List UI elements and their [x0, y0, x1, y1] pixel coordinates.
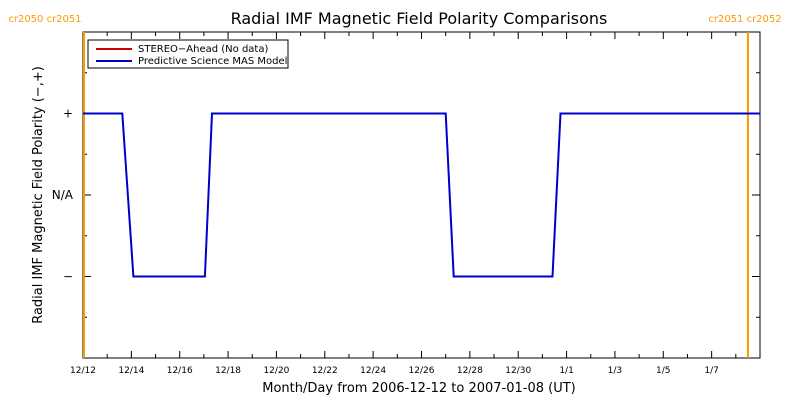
- legend: STEREO−Ahead (No data) Predictive Scienc…: [87, 39, 289, 69]
- x-tick-label: 12/30: [505, 366, 531, 376]
- x-tick-label: 12/26: [409, 366, 435, 376]
- x-tick-label: 12/28: [457, 366, 483, 376]
- x-tick-label: 12/20: [263, 366, 289, 376]
- x-axis-label: Month/Day from 2006-12-12 to 2007-01-08 …: [262, 381, 575, 396]
- y-axis: + N/A −: [52, 72, 760, 318]
- x-tick-label: 12/14: [118, 366, 144, 376]
- legend-label-stereo: STEREO−Ahead (No data): [138, 44, 268, 55]
- x-tick-label: 12/18: [215, 366, 241, 376]
- x-tick-label: 1/1: [559, 366, 573, 376]
- x-axis: 12/12 12/14 12/16 12/18 12/20 12/22 12/24 12/26…: [70, 32, 737, 376]
- y-tick-label: +: [63, 107, 73, 121]
- x-tick-label: 12/24: [360, 366, 386, 376]
- x-tick-label: 1/3: [608, 366, 622, 376]
- chart-title: Radial IMF Magnetic Field Polarity Compa…: [231, 9, 608, 28]
- y-tick-label: N/A: [52, 188, 74, 202]
- series-layer: [83, 112, 760, 278]
- x-tick-label: 12/16: [167, 366, 193, 376]
- series-line-mas: [83, 112, 760, 278]
- x-tick-label: 1/7: [704, 366, 718, 376]
- y-tick-label: −: [63, 270, 73, 284]
- marker-labels: cr2050 cr2051 cr2051 cr2052: [8, 14, 781, 25]
- y-axis-label: Radial IMF Magnetic Field Polarity (−,+): [31, 66, 46, 324]
- x-tick-label: 1/5: [656, 366, 670, 376]
- carrington-markers: [83, 32, 749, 358]
- carrington-marker-label: cr2051 cr2052: [708, 14, 781, 25]
- plot-frame: [82, 31, 761, 359]
- x-tick-label: 12/22: [312, 366, 338, 376]
- x-tick-label: 12/12: [70, 366, 96, 376]
- legend-box: [87, 39, 289, 69]
- legend-label-mas: Predictive Science MAS Model: [138, 56, 287, 67]
- carrington-marker-label: cr2050 cr2051: [8, 14, 81, 25]
